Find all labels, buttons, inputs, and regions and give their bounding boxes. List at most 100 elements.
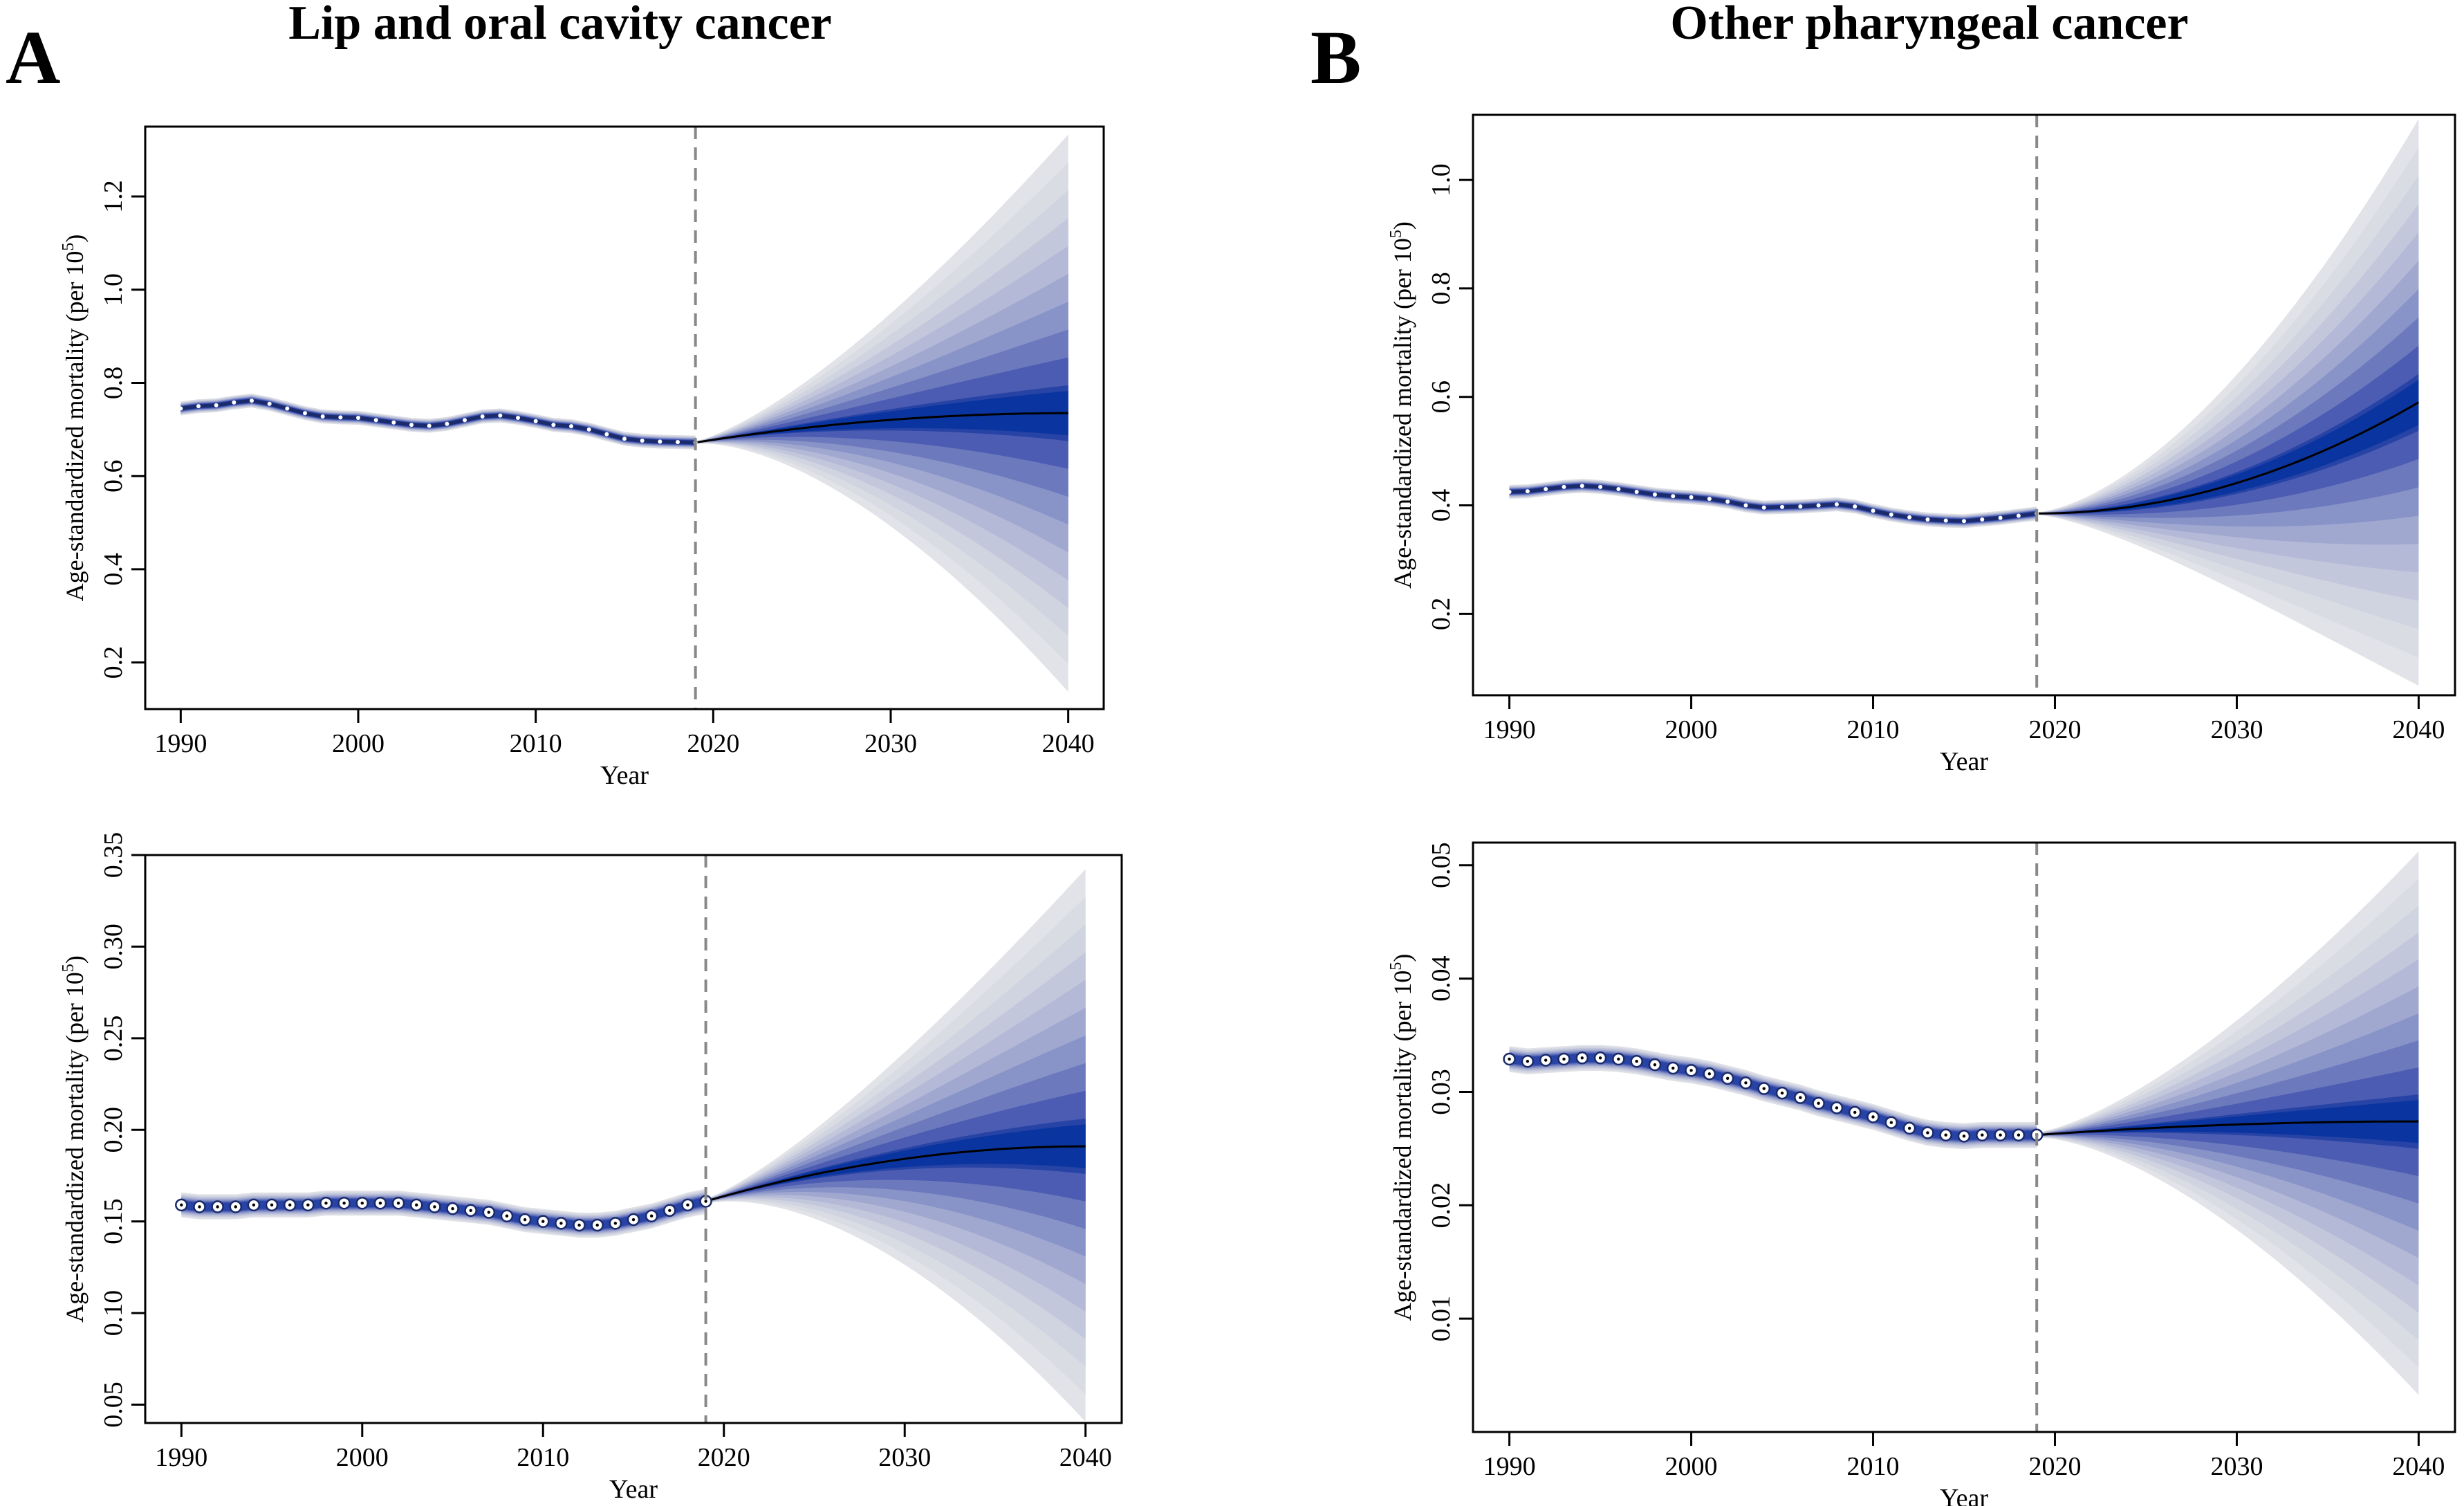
observed-point	[1980, 517, 1985, 522]
y-tick-label: 0.35	[99, 832, 128, 879]
observed-point-center	[1817, 1101, 1820, 1105]
observed-point	[533, 419, 538, 423]
observed-point-center	[541, 1220, 545, 1223]
y-tick-label: 0.10	[99, 1290, 128, 1337]
observed-point-center	[1526, 1060, 1530, 1063]
uncertainty-band-8	[1509, 317, 2419, 525]
panel-b-title: Other pharyngeal cancer	[1670, 0, 2189, 50]
observed-point-center	[342, 1201, 346, 1205]
x-tick-label: 2010	[1847, 1452, 1900, 1481]
observed-point-center	[180, 1203, 183, 1207]
observed-point	[1525, 489, 1530, 494]
plot-frame	[144, 854, 1123, 1424]
observed-point	[1780, 504, 1785, 509]
observed-point-center	[1762, 1087, 1766, 1090]
observed-point-center	[1635, 1060, 1638, 1063]
x-tick-label: 2000	[1665, 1452, 1718, 1481]
observed-point	[356, 416, 360, 420]
observed-point-center	[649, 1214, 654, 1218]
observed-point	[1634, 489, 1639, 494]
observed-point-center	[1689, 1069, 1693, 1072]
observed-point-center	[686, 1203, 689, 1207]
y-axis-label: Age-standardized mortality (per 105)	[1387, 954, 1416, 1321]
x-tick-label: 1990	[154, 729, 207, 758]
x-tick-label: 2020	[698, 1443, 750, 1472]
x-tick-label: 2010	[517, 1443, 569, 1472]
observed-point	[1962, 519, 1966, 524]
observed-point	[303, 411, 307, 416]
observed-point-center	[1907, 1126, 1911, 1130]
observed-point-center	[2017, 1133, 2021, 1137]
observed-point	[391, 420, 396, 425]
observed-point-center	[433, 1205, 436, 1209]
observed-point	[516, 416, 520, 420]
observed-point-center	[523, 1218, 527, 1222]
observed-point-center	[216, 1205, 219, 1209]
observed-point-center	[1999, 1133, 2002, 1137]
observed-point	[1907, 515, 1912, 520]
observed-point-center	[415, 1203, 418, 1207]
x-tick-label: 2020	[2028, 715, 2081, 744]
x-axis-label: Year	[1940, 1484, 1988, 1506]
observed-point-center	[1707, 1072, 1712, 1076]
observed-point-center	[1508, 1057, 1511, 1061]
observed-point-center	[451, 1206, 454, 1211]
projection-mean-line	[2037, 401, 2420, 515]
observed-point	[445, 421, 450, 426]
x-tick-label: 2030	[2210, 715, 2263, 744]
observed-point	[1562, 484, 1566, 489]
observed-point	[2016, 513, 2021, 518]
y-axis-label: Age-standardized mortality (per 105)	[59, 235, 89, 602]
observed-point	[586, 427, 591, 432]
observed-point	[1725, 499, 1730, 504]
observed-point-center	[1744, 1081, 1748, 1085]
plot-frame	[1472, 113, 2456, 697]
y-axis-label-sup: 5	[59, 964, 77, 972]
observed-point-center	[631, 1218, 636, 1222]
x-axis-label: Year	[1940, 747, 1988, 776]
y-axis-label-sup: 5	[1387, 962, 1405, 971]
y-axis-label-main: Age-standardized mortality (per 10	[1389, 238, 1416, 589]
observed-point	[622, 437, 627, 441]
observed-point-center	[1617, 1057, 1620, 1061]
observed-point-center	[505, 1214, 509, 1218]
observed-point	[196, 404, 201, 409]
observed-point	[1834, 502, 1839, 506]
observed-point	[338, 415, 343, 420]
observed-point	[214, 403, 219, 407]
y-axis-label: Age-standardized mortality (per 105)	[59, 955, 89, 1323]
x-tick-label: 2040	[2392, 1452, 2445, 1481]
observed-point	[285, 406, 290, 411]
y-tick-label: 1.0	[99, 273, 128, 306]
x-tick-label: 2040	[2392, 715, 2445, 744]
plot-frame	[144, 125, 1105, 710]
observed-point	[604, 432, 609, 437]
observed-point-center	[577, 1223, 581, 1227]
uncertainty-band-10	[180, 385, 1068, 445]
y-axis-label-end: )	[1389, 221, 1416, 230]
uncertainty-band-core	[2037, 1100, 2419, 1144]
x-tick-label: 2040	[1042, 729, 1095, 758]
observed-point-center	[1944, 1133, 1947, 1137]
uncertainty-band-7	[1509, 288, 2419, 527]
observed-point	[480, 414, 485, 419]
uncertainty-band-10	[181, 1119, 1086, 1229]
observed-point-center	[252, 1203, 256, 1207]
y-tick-label: 0.03	[1427, 1069, 1456, 1115]
x-tick-label: 2030	[2210, 1452, 2263, 1481]
observed-point	[267, 401, 272, 406]
observed-point	[1689, 495, 1694, 499]
projection-mean-line	[705, 1145, 1086, 1202]
observed-point	[676, 440, 680, 445]
y-tick-label: 0.04	[1427, 955, 1456, 1002]
y-axis-label-sup: 5	[1387, 230, 1405, 238]
projection-mean-line	[2037, 1120, 2419, 1137]
observed-point	[1598, 484, 1603, 489]
observed-point	[1707, 497, 1712, 502]
observed-point	[1889, 512, 1893, 517]
y-tick-label: 1.0	[1427, 163, 1456, 196]
observed-point	[1580, 484, 1584, 488]
y-tick-label: 0.01	[1427, 1296, 1456, 1342]
